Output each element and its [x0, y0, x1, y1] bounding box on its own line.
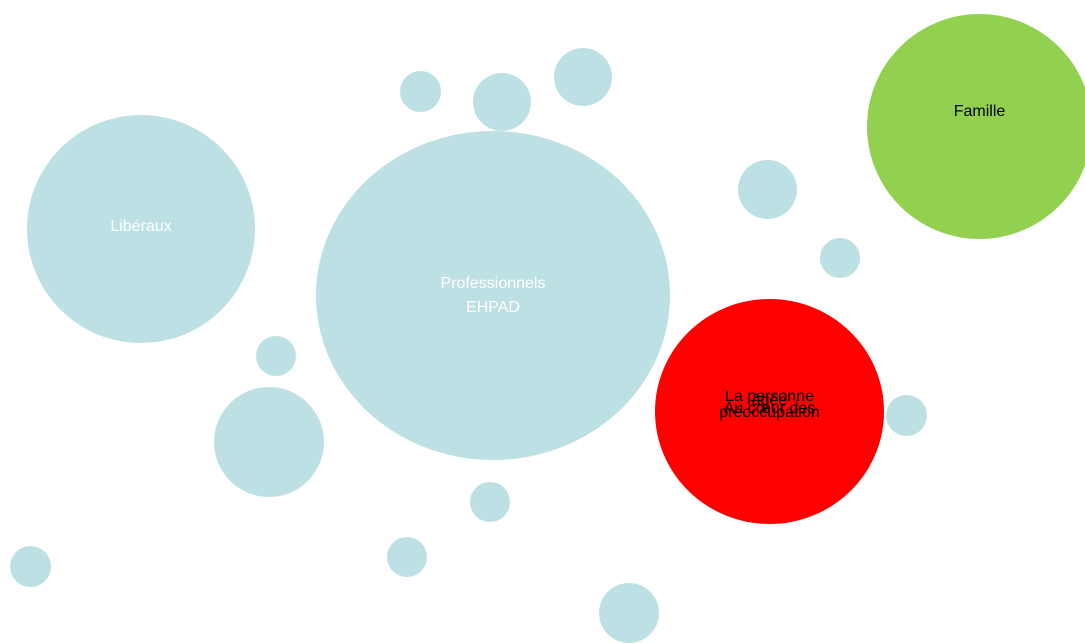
decorative-bubble — [256, 336, 296, 376]
decorative-bubble — [886, 395, 927, 436]
famille-bubble: Famille — [867, 14, 1085, 239]
liberaux-label: Libéraux — [110, 218, 172, 235]
personne-label-line4: préoccupation — [719, 403, 820, 421]
ehpad-label: EHPAD — [466, 298, 520, 316]
liberaux-bubble: Libéraux — [27, 115, 255, 343]
professionnels-ehpad-bubble: Professionnels EHPAD — [316, 131, 670, 460]
professionnels-label: Professionnels — [440, 274, 546, 292]
decorative-bubble — [554, 48, 612, 106]
decorative-bubble — [214, 387, 324, 497]
decorative-bubble — [400, 71, 441, 112]
decorative-bubble — [10, 546, 51, 587]
personne-label-line2: âgée — [751, 391, 788, 409]
decorative-bubble — [470, 482, 510, 522]
personne-label-line1: La personne — [725, 387, 814, 405]
decorative-bubble — [599, 583, 659, 643]
decorative-bubble — [820, 238, 860, 278]
personne-label-line3: Au cœur des — [723, 399, 816, 417]
famille-label: Famille — [953, 102, 1006, 120]
decorative-bubble — [738, 160, 797, 219]
personne-agee-bubble: La personne âgée Au cœur des préoccupati… — [655, 299, 884, 524]
decorative-bubble — [473, 73, 531, 131]
decorative-bubble — [387, 537, 427, 577]
